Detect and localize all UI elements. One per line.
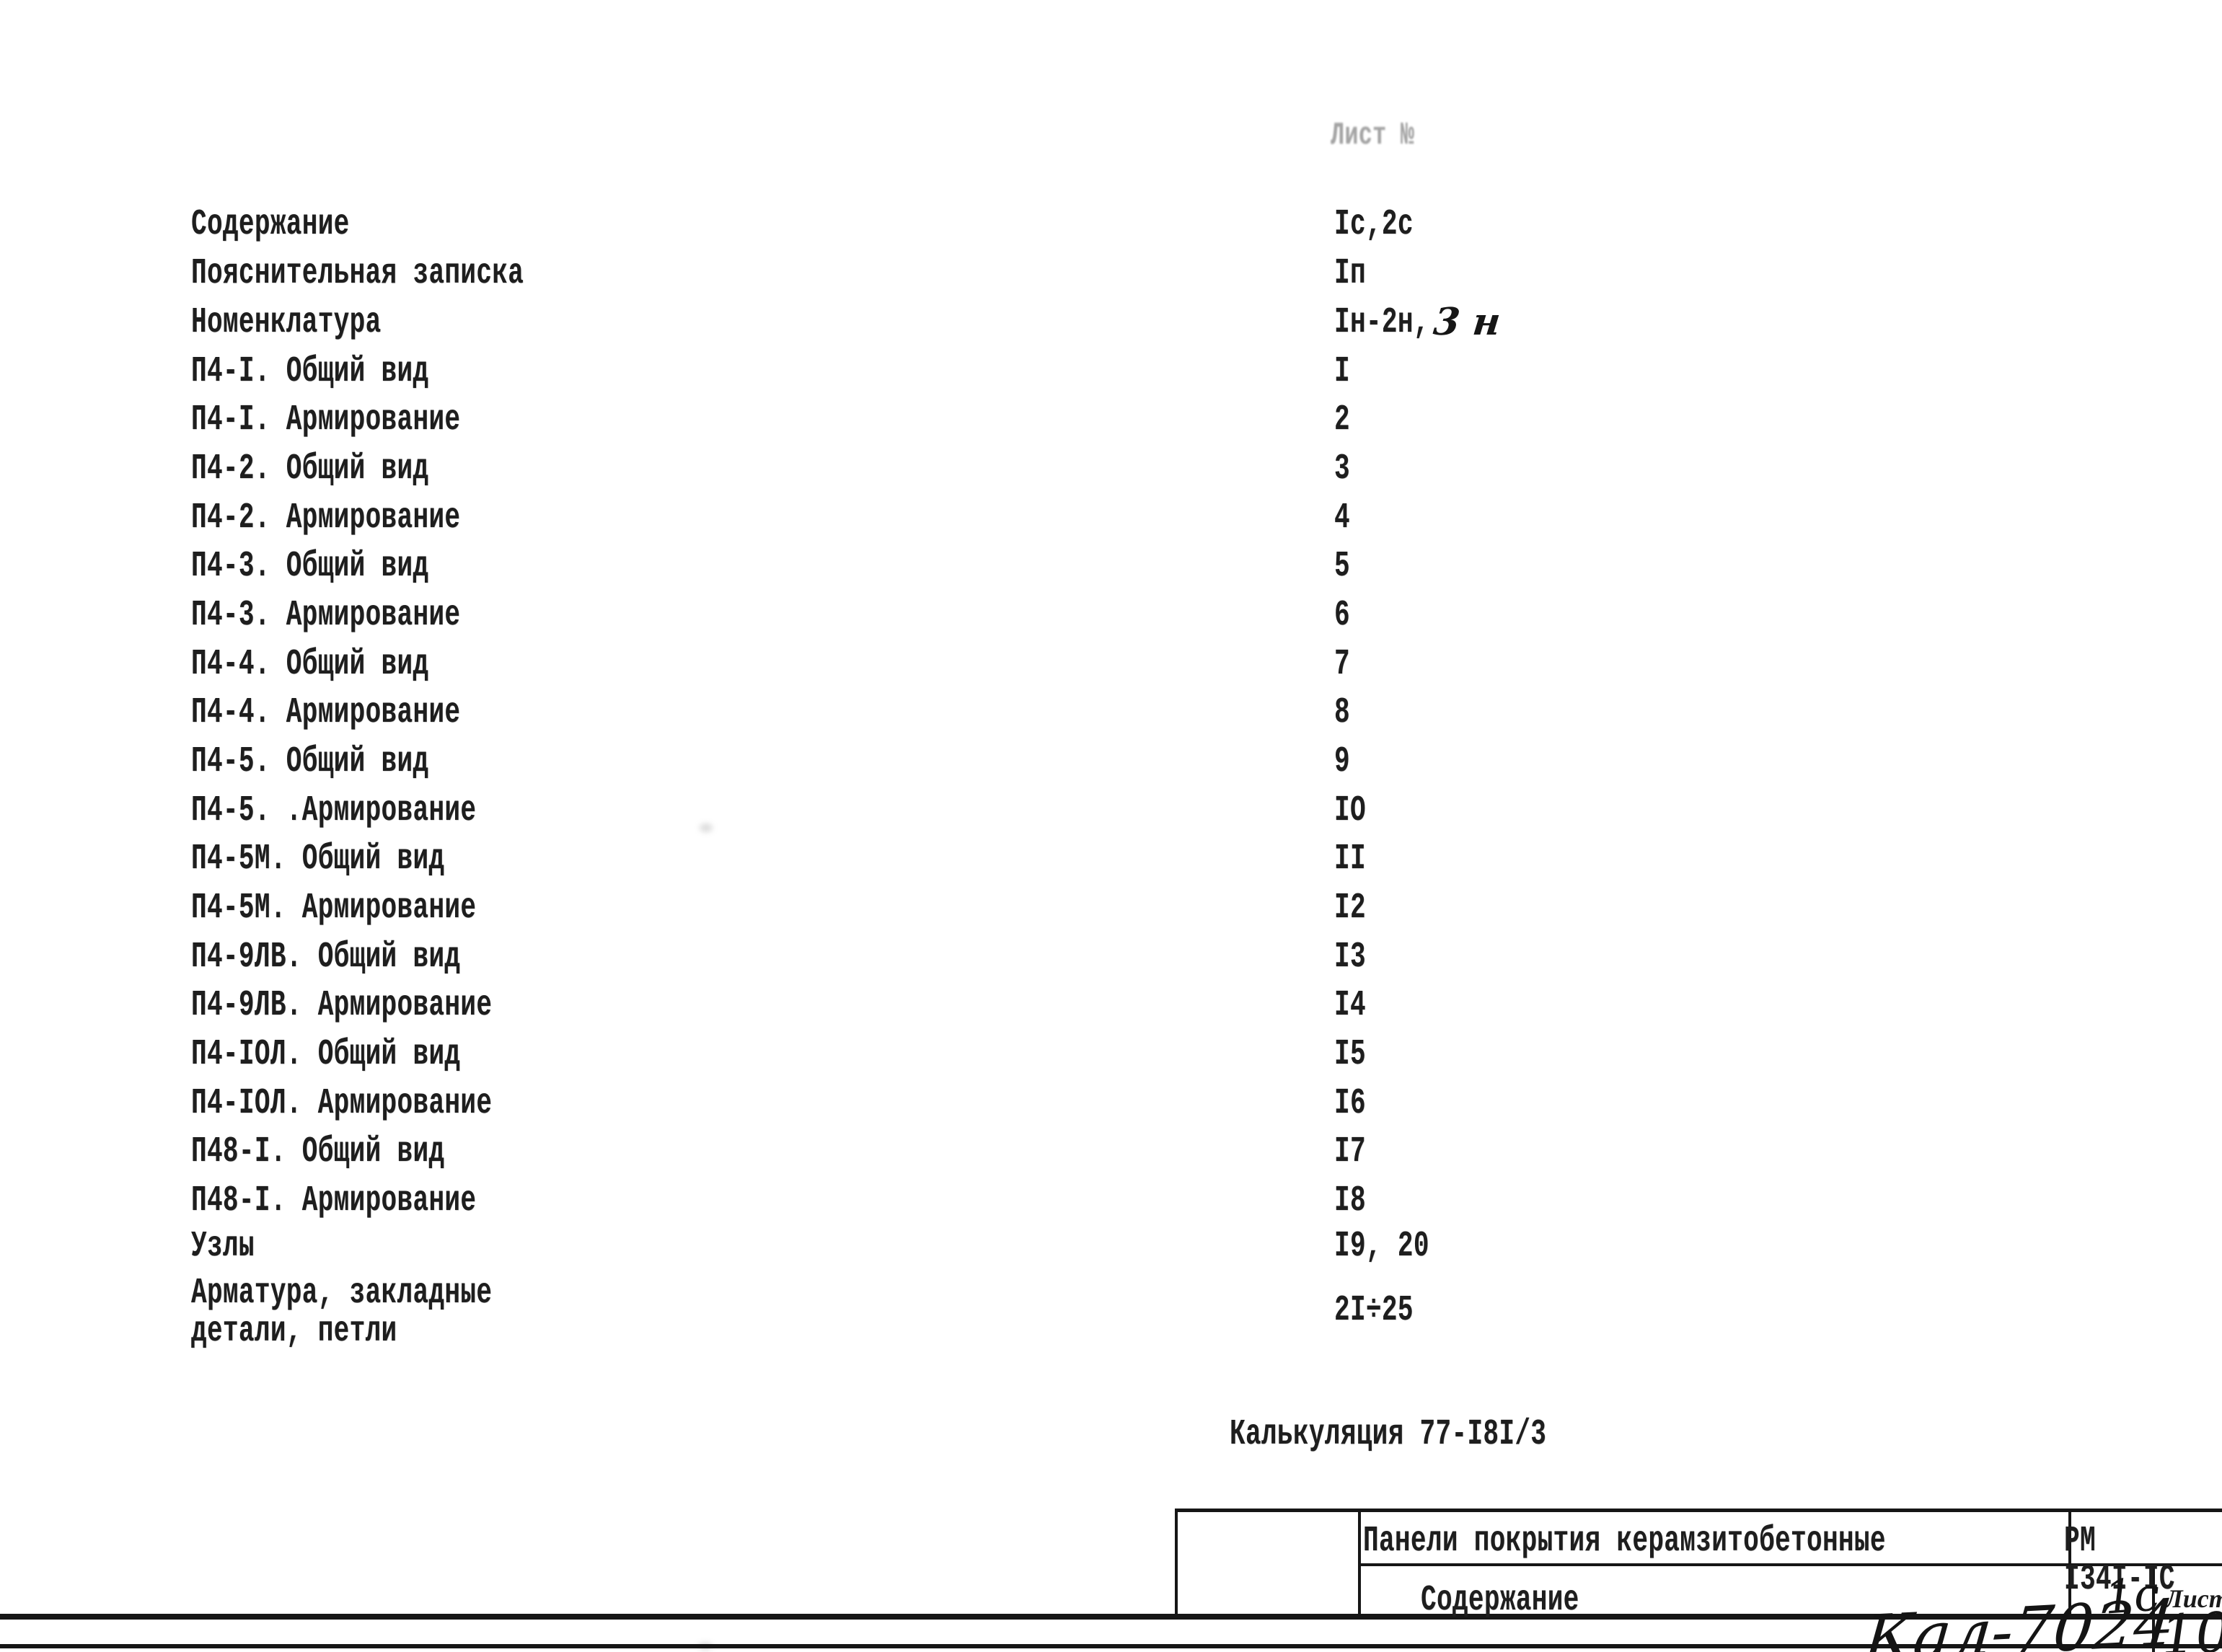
toc-row-label: П4-5. .Армирование [191,790,477,831]
toc-row-sheets: Iп [1334,253,1366,294]
toc-row-label: П4-I. Армирование [191,399,461,441]
sheet-number-column-header: Лист № [1331,118,1415,154]
page-frame-line-lower [0,1644,2222,1648]
toc-row-sheets: 2 [1334,399,1350,441]
toc-row-sheets: I3 [1334,937,1366,978]
scan-smudge [700,823,713,832]
toc-row-sheets: 2I÷25 [1334,1290,1414,1331]
toc-row-label: П4-2. Общий вид [191,449,429,490]
toc-row-sheets: IО [1334,790,1366,831]
toc-row-label: П4-4. Общий вид [191,644,429,685]
toc-row-sheets: I6 [1334,1083,1366,1124]
titleblock-doc-number: РМ I34I-IC [2064,1521,2175,1600]
toc-row-sheets: I8 [1334,1180,1366,1222]
toc-row-label: П4-3. Общий вид [191,546,429,587]
toc-row-label: П4-3. Армирование [191,595,461,636]
toc-row-label: Пояснительная записка [191,253,524,294]
toc-row-sheets: I5 [1334,1034,1366,1075]
titleblock-divider-vertical-1 [1358,1509,1361,1617]
titleblock-top-border [1175,1509,2222,1512]
toc-row-sheets: 6 [1334,595,1350,636]
toc-row-label: П4-4. Армирование [191,692,461,733]
titleblock-divider-vertical-3 [2152,1565,2155,1652]
toc-row-label: Номенклатура [191,302,382,343]
toc-row-label: П4-IОЛ. Армирование [191,1083,493,1124]
toc-row-sheets: 9 [1334,741,1350,782]
toc-row-sheets: I7 [1334,1131,1366,1172]
titleblock-row-divider [1358,1563,2222,1566]
page-frame-line-upper [0,1614,2222,1620]
toc-row-sheets: I9, 20 [1334,1226,1429,1267]
toc-row-sheets: II [1334,839,1366,880]
toc-row-sheets: I2 [1334,888,1366,929]
toc-row-label: П4-I. Общий вид [191,351,429,392]
toc-row-label: П48-I. Армирование [191,1180,477,1222]
toc-row-label: П4-IОЛ. Общий вид [191,1034,461,1075]
titleblock-sheet-name: Содержание [1421,1580,1579,1621]
toc-row-sheets: Iн-2н, [1334,302,1429,343]
titleblock-sheet-label: Лист № [2165,1584,2222,1613]
toc-row-sheets: I4 [1334,985,1366,1026]
toc-row-sheets: 8 [1334,692,1350,733]
toc-row-label: П4-5М. Общий вид [191,839,445,880]
toc-row-sheets: 7 [1334,644,1350,685]
toc-row-label: П4-2. Армирование [191,498,461,539]
toc-row-label: П4-5М. Армирование [191,888,477,929]
titleblock-left-border [1175,1509,1178,1617]
toc-row-label: П4-5. Общий вид [191,741,429,782]
handwritten-stamp-number: Кал-7024 [1861,1585,2178,1652]
calculation-note: Калькуляция 77-I8I/3 [1230,1414,1547,1455]
titleblock-divider-vertical-2 [2068,1509,2071,1617]
titleblock-project-title: Панели покрытия керамзитобетонные [1363,1521,1886,1562]
toc-row-sheets: 3 [1334,449,1350,490]
toc-row-label: П48-I. Общий вид [191,1131,445,1172]
toc-row-sheets: 4 [1334,498,1350,539]
toc-row-label: Узлы [191,1226,255,1267]
handwritten-sheet-addition: 3 н [1431,300,1503,344]
toc-row-label: Содержание [191,204,350,245]
toc-row-sheets: 5 [1334,546,1350,587]
toc-row-sheets: I [1334,351,1350,392]
toc-row-label: П4-9ЛВ. Общий вид [191,937,461,978]
toc-row-label: П4-9ЛВ. Армирование [191,985,493,1026]
handwritten-stamp-sheet: 10 [2159,1599,2222,1652]
toc-row-label: Арматура, закладные детали, петли [191,1273,493,1352]
toc-row-sheets: Iс,2с [1334,204,1414,245]
